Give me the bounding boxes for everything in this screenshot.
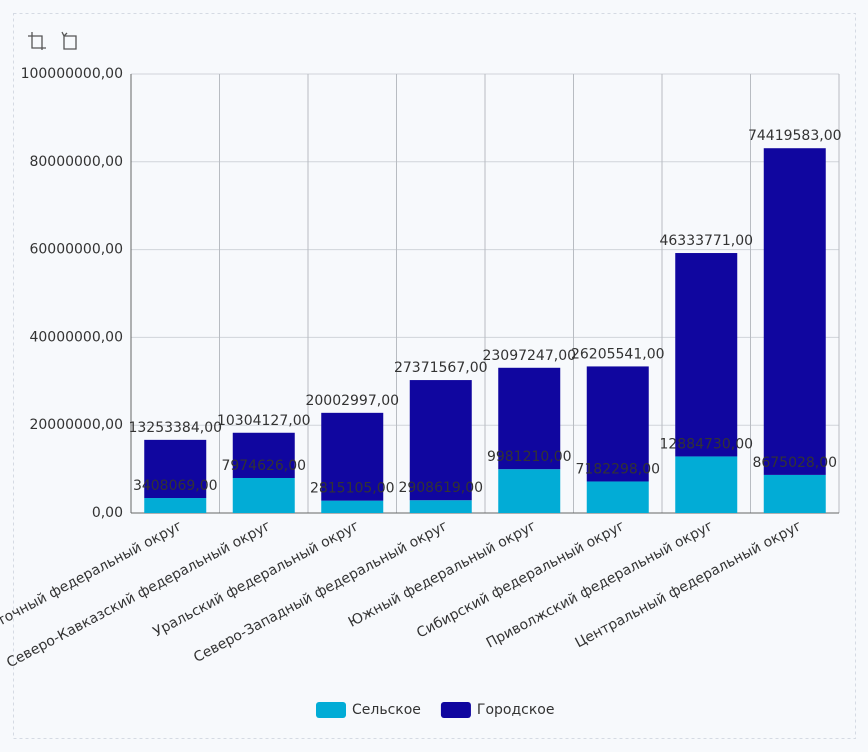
bar-segment: [321, 500, 384, 513]
y-tick-label: 60000000,00: [29, 242, 123, 258]
bar-segment: [498, 367, 561, 470]
bar-segment: [409, 500, 472, 513]
data-label: 12884730,00: [659, 436, 753, 452]
bar-segment: [409, 380, 472, 501]
legend-label: Сельское: [352, 702, 421, 718]
data-label: 27371567,00: [394, 360, 488, 376]
data-label: 2908619,00: [398, 480, 483, 496]
bar-segment: [586, 481, 649, 513]
y-tick-label: 0,00: [92, 505, 123, 521]
y-tick-label: 80000000,00: [29, 154, 123, 170]
bar-segment: [763, 474, 826, 513]
bar-segment: [675, 456, 738, 513]
bar-segment: [144, 439, 207, 499]
data-label: 13253384,00: [128, 420, 222, 436]
toolbar: [28, 31, 77, 50]
bar-segment: [232, 432, 295, 478]
zoom-button[interactable]: [28, 32, 46, 50]
data-label: 74419583,00: [748, 128, 842, 144]
y-tick-label: 100000000,00: [21, 66, 123, 82]
y-tick-label: 20000000,00: [29, 417, 123, 433]
data-label: 2815105,00: [310, 481, 395, 497]
bar-segment: [232, 477, 295, 513]
bar-segment: [586, 366, 649, 482]
data-label: 3408069,00: [133, 478, 218, 494]
legend: Сельское Городское: [316, 702, 555, 718]
bar-segment: [144, 498, 207, 513]
bar-segment: [763, 148, 826, 475]
bar-segment: [498, 469, 561, 513]
data-label: 7182298,00: [575, 461, 660, 477]
data-label: 8675028,00: [752, 455, 837, 471]
data-label: 26205541,00: [571, 346, 665, 362]
data-label: 7974626,00: [221, 458, 306, 474]
reset-button[interactable]: [61, 31, 77, 50]
legend-label: Городское: [477, 702, 555, 718]
legend-swatch: [316, 702, 346, 718]
y-tick-label: 40000000,00: [29, 329, 123, 345]
bar-segment: [321, 412, 384, 501]
data-label: 46333771,00: [659, 233, 753, 249]
bar-segment: [675, 253, 738, 457]
legend-swatch: [440, 702, 471, 718]
data-label: 10304127,00: [217, 413, 311, 429]
frame: [13, 13, 856, 739]
data-label: 23097247,00: [482, 348, 576, 364]
data-label: 9981210,00: [487, 449, 572, 465]
data-label: 20002997,00: [305, 393, 399, 409]
